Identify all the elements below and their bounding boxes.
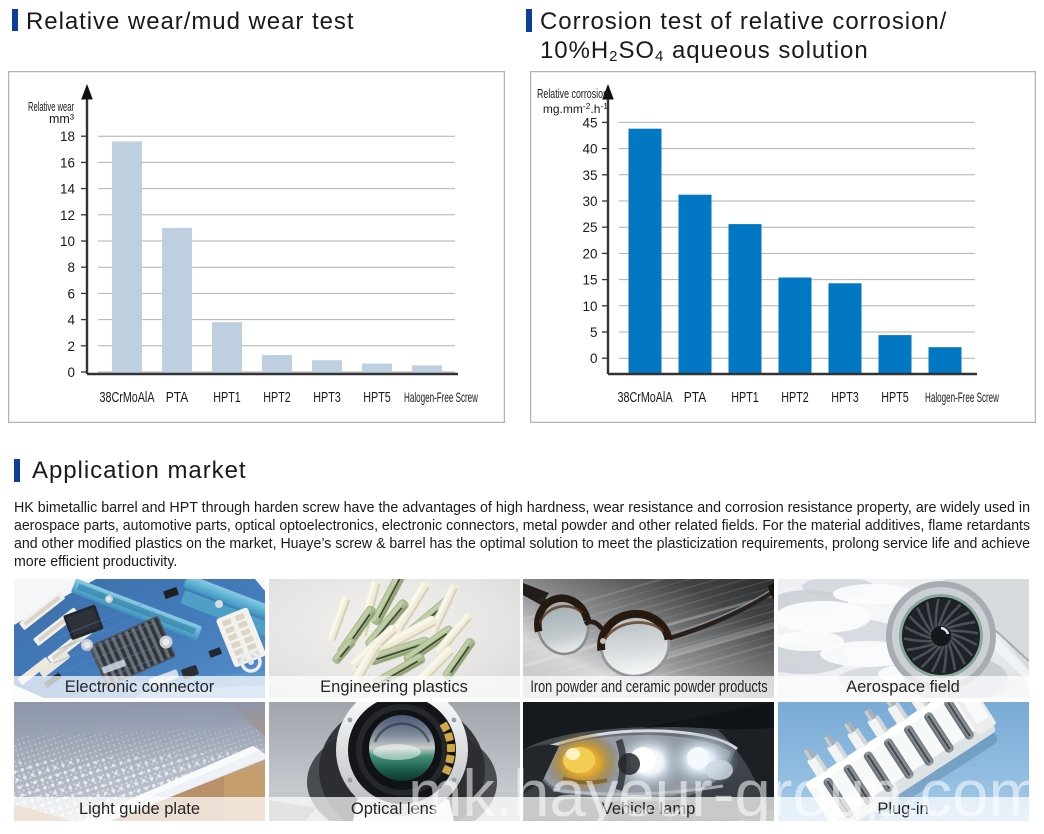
svg-text:4: 4	[67, 313, 75, 328]
svg-text:HPT1: HPT1	[213, 389, 241, 406]
svg-text:10: 10	[582, 299, 597, 314]
svg-text:20: 20	[582, 246, 597, 261]
svg-text:38CrMoAlA: 38CrMoAlA	[618, 389, 673, 406]
svg-text:Relative corrosion: Relative corrosion	[537, 87, 608, 101]
svg-text:Halogen-Free Screw: Halogen-Free Screw	[925, 389, 1000, 405]
svg-text:HPT3: HPT3	[831, 389, 859, 406]
svg-text:HPT5: HPT5	[881, 389, 909, 406]
svg-text:Halogen-Free Screw: Halogen-Free Screw	[404, 389, 479, 405]
svg-text:40: 40	[582, 142, 597, 157]
svg-text:HPT1: HPT1	[731, 389, 759, 406]
svg-text:PTA: PTA	[166, 389, 189, 406]
svg-text:5: 5	[590, 325, 598, 340]
svg-text:16: 16	[60, 155, 75, 170]
svg-text:25: 25	[582, 220, 597, 235]
svg-text:Relative wear: Relative wear	[28, 100, 74, 114]
svg-text:14: 14	[60, 182, 76, 197]
svg-text:mg.mm-2.h-1: mg.mm-2.h-1	[543, 101, 608, 116]
svg-text:10: 10	[60, 234, 75, 249]
svg-text:45: 45	[582, 115, 597, 130]
svg-text:HPT3: HPT3	[313, 389, 341, 406]
svg-text:HPT2: HPT2	[781, 389, 809, 406]
svg-text:HPT5: HPT5	[363, 389, 391, 406]
svg-text:18: 18	[60, 129, 75, 144]
svg-text:HPT2: HPT2	[263, 389, 291, 406]
svg-text:6: 6	[67, 286, 75, 301]
svg-text:mm³: mm³	[49, 112, 74, 126]
svg-text:35: 35	[582, 168, 597, 183]
svg-text:PTA: PTA	[684, 389, 707, 406]
svg-text:38CrMoAlA: 38CrMoAlA	[100, 389, 155, 406]
svg-text:2: 2	[67, 339, 75, 354]
svg-text:0: 0	[590, 351, 598, 366]
svg-text:15: 15	[582, 273, 597, 288]
svg-text:30: 30	[582, 194, 597, 209]
svg-text:0: 0	[67, 365, 75, 380]
svg-text:8: 8	[67, 260, 75, 275]
svg-text:12: 12	[60, 208, 75, 223]
